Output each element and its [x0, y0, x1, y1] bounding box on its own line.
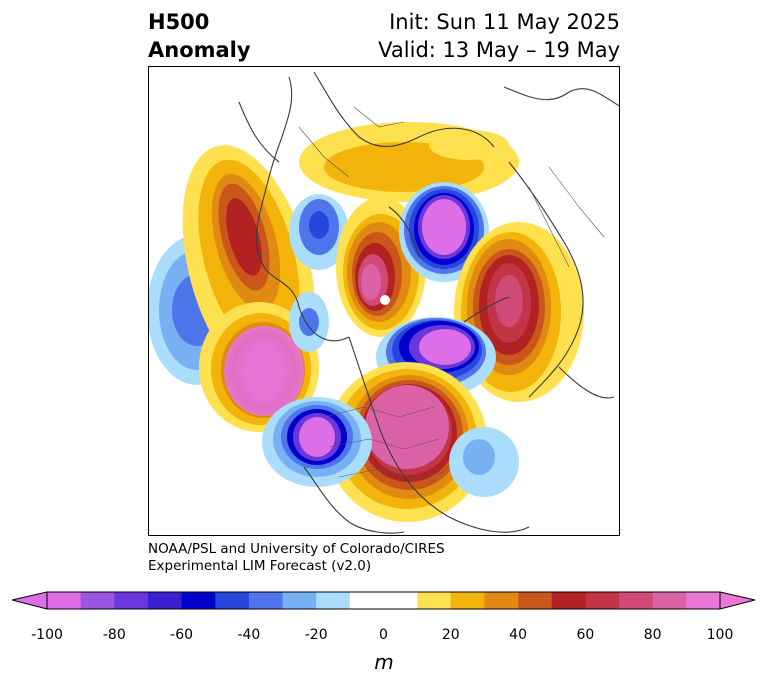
plot-title: H500 Anomaly	[148, 8, 251, 64]
colorbar-cell	[417, 592, 452, 609]
anomaly-neg-west-us	[449, 427, 519, 497]
anomaly-map	[149, 71, 619, 534]
colorbar-cell	[349, 592, 384, 609]
colorbar-cell	[282, 592, 317, 609]
anomaly-pos-west-canada	[182, 145, 319, 432]
anomaly-pos-arctic-band	[299, 122, 519, 202]
colorbar-tick-label: -20	[304, 627, 328, 643]
colorbar-tick-label: -40	[237, 627, 261, 643]
colorbar-tick-label: 80	[643, 627, 662, 643]
colorbar-cell	[316, 592, 351, 609]
colorbar-tick-label: 0	[379, 627, 388, 643]
colorbar-cell	[585, 592, 620, 609]
colorbar-cell	[215, 592, 250, 609]
title-line-2: Anomaly	[148, 38, 251, 62]
credit-line-1: NOAA/PSL and University of Colorado/CIRE…	[148, 541, 445, 557]
pole-marker	[380, 295, 390, 305]
colorbar-tick-label: 40	[509, 627, 528, 643]
colorbar-cell	[686, 592, 721, 609]
colorbar-cell	[518, 592, 553, 609]
colorbar-max-extend	[719, 591, 756, 610]
init-date: Init: Sun 11 May 2025	[389, 10, 620, 34]
colorbar-outline	[46, 591, 721, 610]
colorbar-cell	[248, 592, 284, 609]
colorbar-cell	[114, 592, 149, 609]
colorbar-cell	[181, 592, 216, 609]
anomaly-pos-north-atlantic	[327, 362, 487, 522]
colorbar-min-extend	[11, 591, 48, 610]
political-borders	[298, 106, 605, 480]
colorbar	[11, 591, 756, 610]
credit-line-2: Experimental LIM Forecast (v2.0)	[148, 558, 372, 574]
valid-date: Valid: 13 May – 19 May	[378, 38, 620, 62]
coastlines	[238, 71, 619, 534]
colorbar-cell	[619, 592, 654, 609]
map-panel	[148, 66, 620, 536]
colorbar-tick-label: 20	[441, 627, 460, 643]
colorbar-cell	[484, 592, 519, 609]
colorbar-tick-label: -100	[31, 627, 63, 643]
colorbar-cell	[147, 592, 183, 609]
colorbar-cell	[652, 592, 687, 609]
colorbar-cell	[80, 592, 115, 609]
anomaly-neg-west-europe	[262, 397, 372, 487]
colorbar-unit: m	[374, 650, 394, 674]
colorbar-cell	[551, 592, 586, 609]
colorbar-cells	[47, 592, 721, 609]
anomaly-neg-arctic-europe	[399, 182, 489, 282]
credit-text: NOAA/PSL and University of Colorado/CIRE…	[148, 541, 445, 575]
colorbar-cell	[47, 592, 82, 609]
colorbar-tick-label: -80	[102, 627, 126, 643]
colorbar-cell	[383, 592, 418, 609]
colorbar-tick-label: 100	[706, 627, 734, 643]
colorbar-tick-label: 60	[576, 627, 595, 643]
title-line-1: H500	[148, 10, 210, 34]
colorbar-tick-label: -60	[170, 627, 194, 643]
colorbar-cell	[450, 592, 485, 609]
forecast-dates: Init: Sun 11 May 2025 Valid: 13 May – 19…	[378, 8, 620, 64]
